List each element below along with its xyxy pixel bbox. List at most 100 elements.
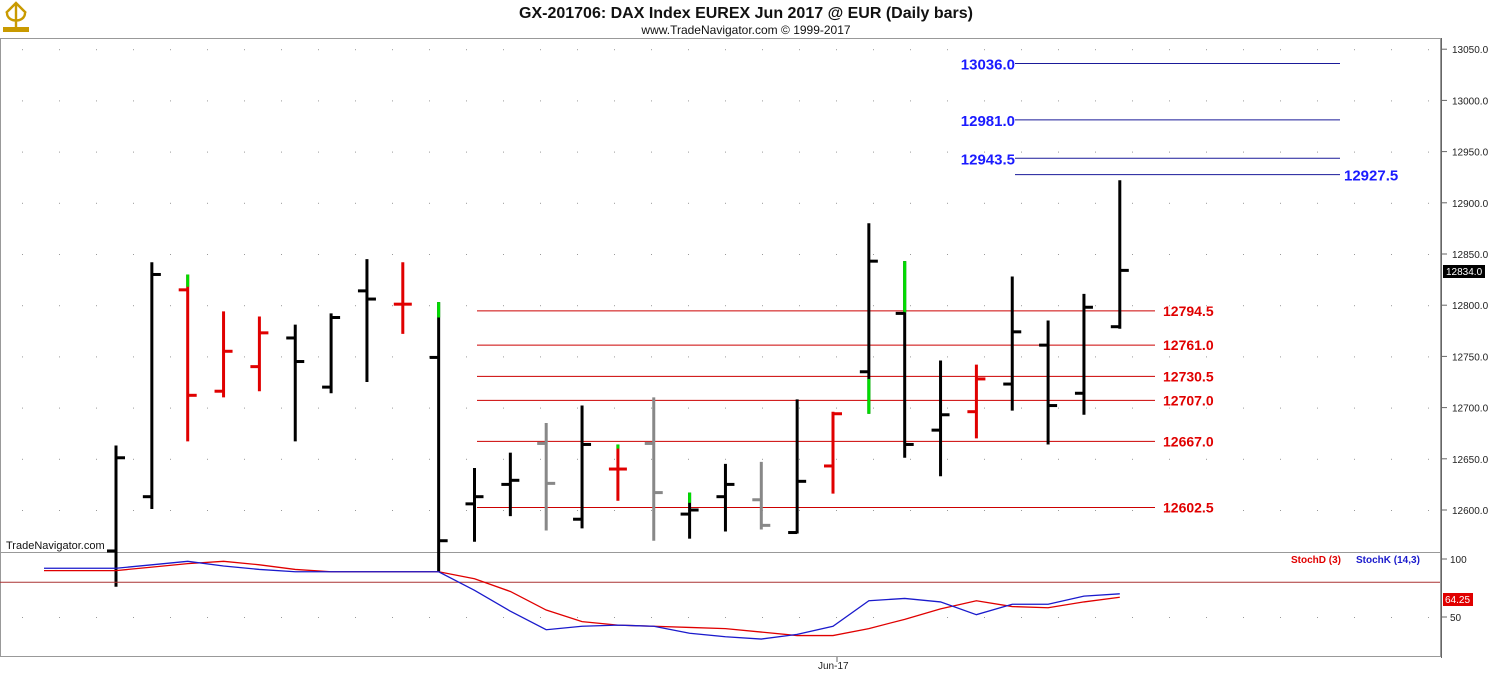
grid-dot (947, 407, 948, 409)
grid-dot (836, 49, 837, 51)
grid-dot (22, 100, 23, 102)
grid-dot (1317, 151, 1318, 153)
last-price-badge: 12834.0 (1443, 265, 1485, 278)
grid-dot (984, 202, 985, 204)
grid-dot (1391, 49, 1392, 51)
grid-dot (1095, 254, 1096, 255)
grid-dot (355, 407, 356, 409)
support-lines: 12794.5 12761.0 12730.5 12707.0 12667.0 12602… (477, 303, 1214, 515)
grid-dot (207, 151, 208, 153)
grid-dot (651, 407, 652, 409)
stoch-tick-50: 50 (1450, 613, 1462, 624)
grid-dot (1428, 510, 1429, 511)
grid-dot (1132, 202, 1133, 204)
grid-dot (170, 356, 171, 358)
ohlc-bar (107, 445, 125, 587)
grid-dot (429, 151, 430, 153)
grid-dot (984, 458, 985, 460)
grid-dot (614, 254, 615, 255)
grid-dot (1169, 407, 1170, 409)
ohlc-bar (322, 313, 341, 394)
grid-dots (22, 49, 1429, 511)
grid-dot (614, 100, 615, 102)
grid-dot (1317, 100, 1318, 102)
grid-dot (799, 407, 800, 409)
grid-dot (207, 305, 208, 307)
ohlc-bar (1110, 180, 1129, 329)
grid-dot (725, 617, 726, 618)
grid-dot (59, 458, 60, 460)
grid-dot (1095, 407, 1096, 409)
price-tick-label: 12600.0 (1452, 506, 1489, 517)
grid-dot (873, 100, 874, 102)
target-label: 13036.0 (961, 57, 1015, 74)
grid-dot (1058, 100, 1059, 102)
grid-dot (651, 458, 652, 460)
grid-dot (244, 617, 245, 618)
grid-dot (59, 617, 60, 618)
grid-dot (59, 356, 60, 358)
grid-dot (1095, 100, 1096, 102)
grid-dot (1095, 202, 1096, 204)
grid-dot (1391, 407, 1392, 409)
grid-dot (1354, 617, 1355, 618)
grid-dot (836, 407, 837, 409)
grid-dot (1243, 49, 1244, 51)
grid-dot (1354, 458, 1355, 460)
grid-dot (207, 100, 208, 102)
grid-dot (762, 356, 763, 358)
grid-dot (725, 202, 726, 204)
ohlc-bar (824, 411, 842, 494)
grid-dot (355, 617, 356, 618)
grid-dot (133, 151, 134, 153)
grid-dot (503, 100, 504, 102)
grid-dot (1021, 151, 1022, 153)
grid-dot (1428, 305, 1429, 307)
grid-dot (244, 49, 245, 51)
grid-dot (355, 202, 356, 204)
grid-dot (503, 407, 504, 409)
grid-dot (318, 49, 319, 51)
ohlc-bar (752, 461, 771, 530)
grid-dot (503, 202, 504, 204)
grid-dot (910, 356, 911, 358)
grid-dot (947, 617, 948, 618)
grid-dot (1243, 510, 1244, 511)
grid-dot (1428, 356, 1429, 358)
grid-dot (910, 407, 911, 409)
grid-dot (1169, 510, 1170, 511)
grid-dot (429, 254, 430, 255)
grid-dot (281, 510, 282, 511)
grid-dot (1095, 151, 1096, 153)
ohlc-bar (214, 311, 233, 398)
grid-dot (614, 305, 615, 307)
grid-dot (1132, 510, 1133, 511)
ohlc-bar (465, 468, 484, 542)
grid-dot (614, 49, 615, 51)
grid-dot (1058, 305, 1059, 307)
grid-dot (318, 202, 319, 204)
grid-dot (1132, 458, 1133, 460)
grid-dot (1317, 49, 1318, 51)
grid-dot (1354, 49, 1355, 51)
grid-dot (392, 202, 393, 204)
grid-dot (1169, 617, 1170, 618)
grid-dot (318, 407, 319, 409)
grid-dot (1280, 305, 1281, 307)
grid-dot (614, 510, 615, 511)
grid-dot (947, 100, 948, 102)
stoch-panel-frame (0, 552, 1441, 657)
grid-dot (1280, 458, 1281, 460)
grid-dot (466, 407, 467, 409)
grid-dot (1317, 356, 1318, 358)
grid-dot (614, 617, 615, 618)
grid-dot (22, 202, 23, 204)
grid-dot (947, 305, 948, 307)
grid-dot (355, 254, 356, 255)
grid-dot (836, 356, 837, 358)
grid-dot (1206, 356, 1207, 358)
grid-dot (281, 458, 282, 460)
grid-dot (1021, 407, 1022, 409)
grid-dot (947, 202, 948, 204)
grid-dot (355, 356, 356, 358)
